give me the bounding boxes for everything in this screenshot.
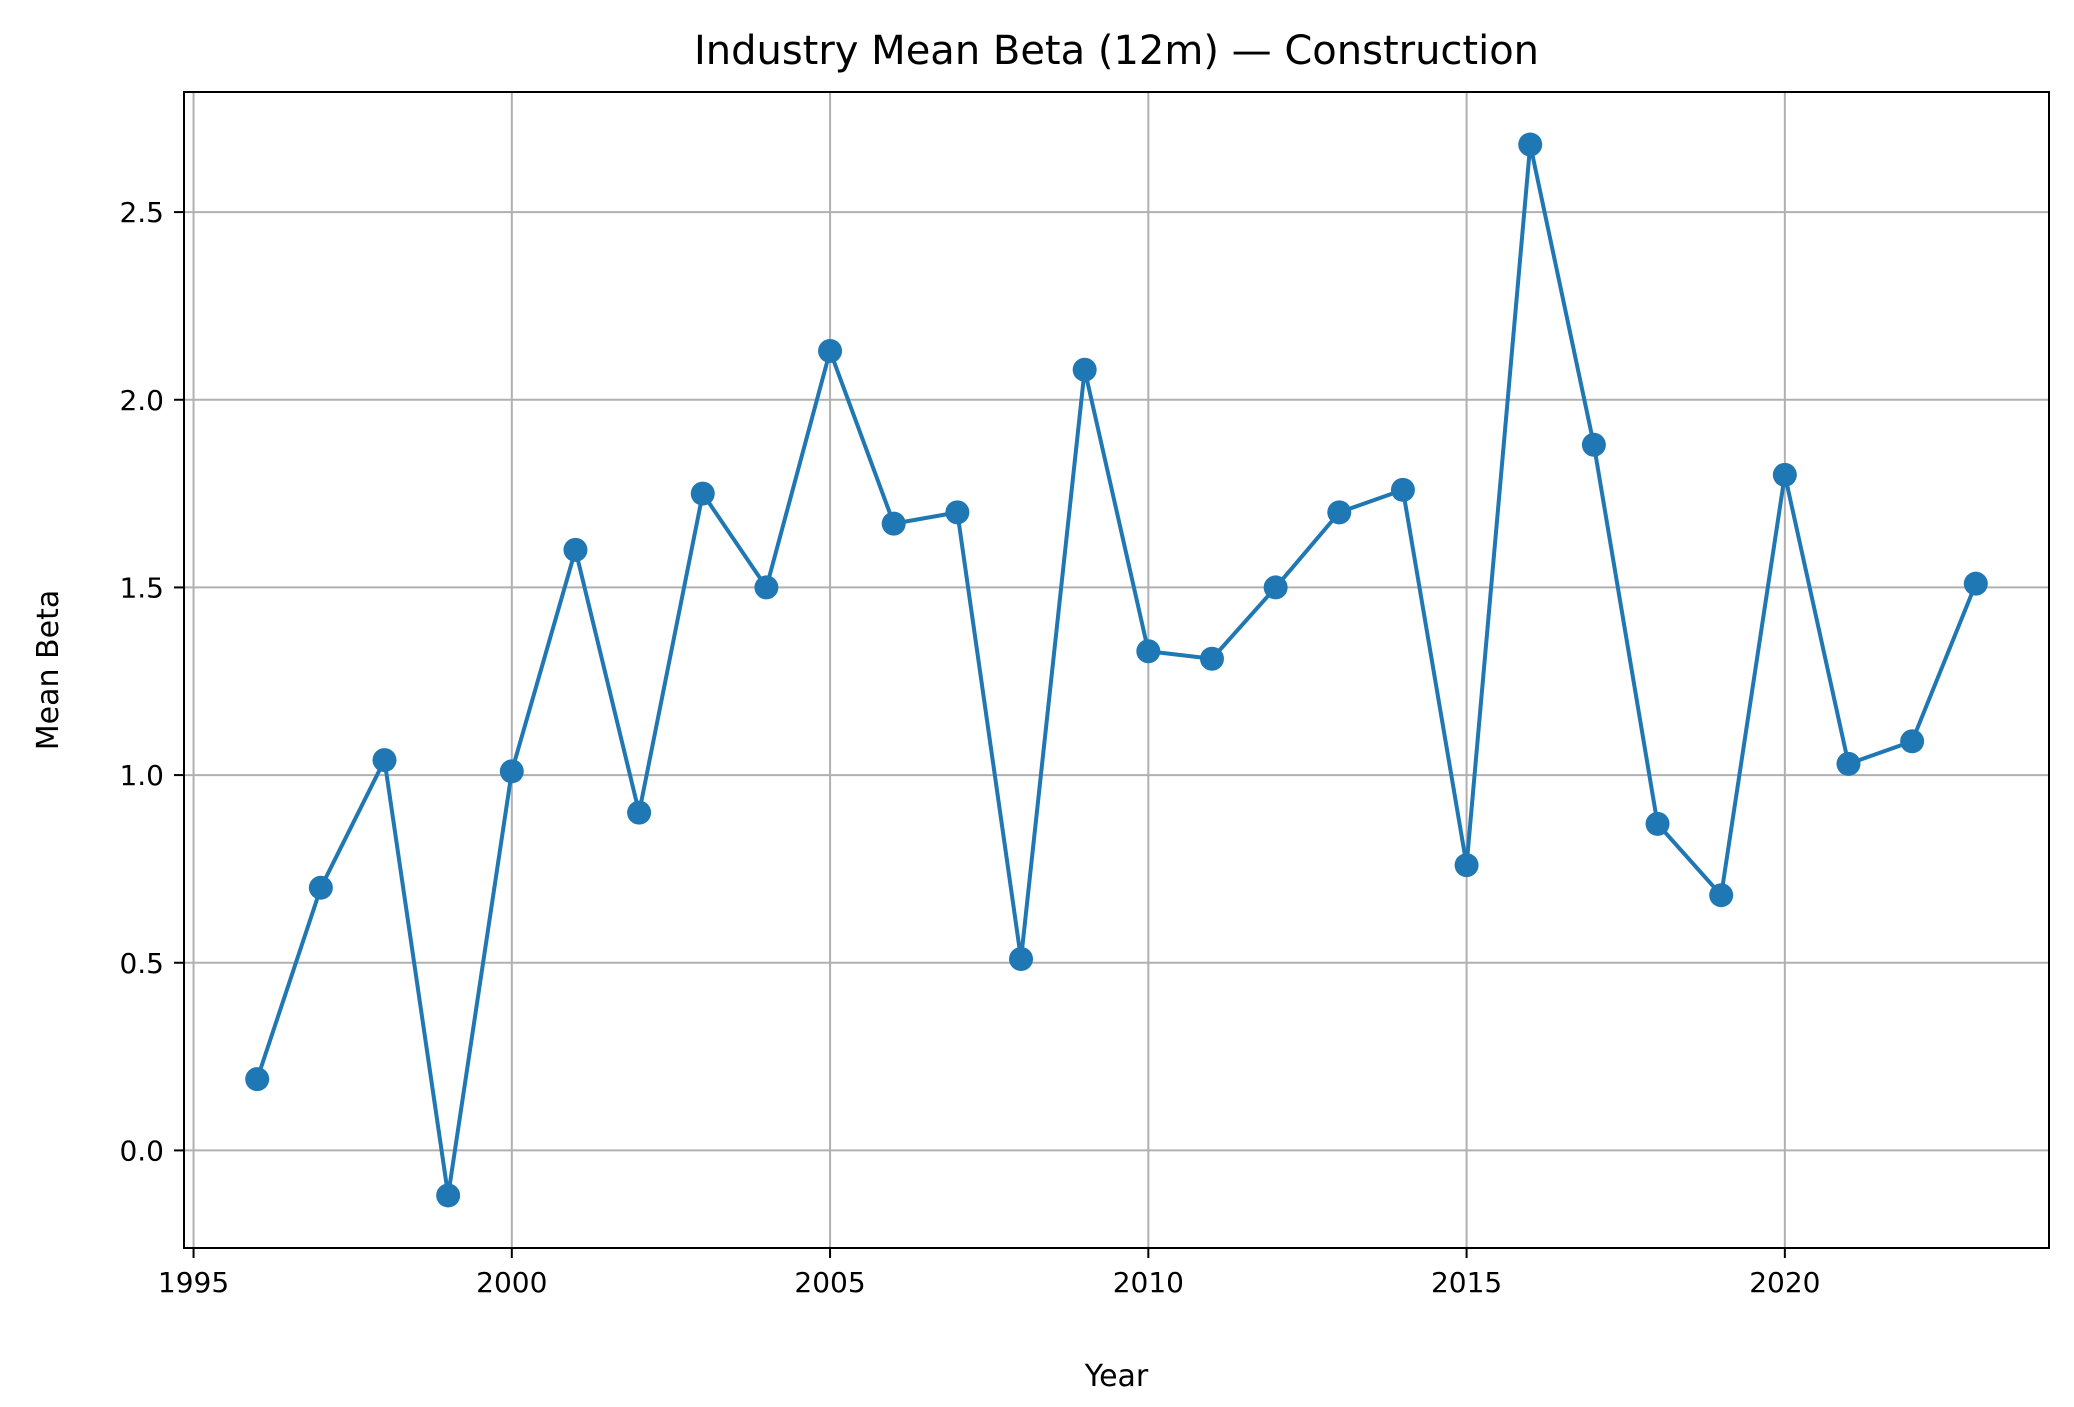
data-point <box>436 1183 461 1208</box>
data-point <box>499 759 524 784</box>
data-point <box>1263 575 1288 600</box>
data-point <box>1581 432 1606 457</box>
x-tick-label: 2020 <box>1749 1266 1820 1299</box>
data-point <box>563 537 588 562</box>
x-tick-label: 2015 <box>1431 1266 1502 1299</box>
data-point <box>1327 500 1352 525</box>
data-point <box>1009 947 1034 971</box>
data-point <box>1709 883 1734 908</box>
series-line-group <box>255 142 1978 1198</box>
data-point <box>1454 853 1479 878</box>
data-point <box>881 511 906 536</box>
data-point <box>1072 357 1097 382</box>
data-point <box>1518 132 1543 157</box>
x-tick-label: 1995 <box>158 1266 229 1299</box>
data-point <box>372 748 397 773</box>
data-point <box>1136 639 1161 664</box>
y-axis-ticks: 0.0 0.5 1.0 1.5 2.0 2.5 <box>119 196 184 1167</box>
y-tick-label: 0.5 <box>119 947 164 980</box>
data-point <box>308 875 333 900</box>
chart-title: Industry Mean Beta (12m) — Construction <box>694 28 1539 74</box>
y-tick-label: 0.0 <box>119 1134 164 1167</box>
x-tick-label: 2005 <box>794 1266 865 1299</box>
y-axis-label: Mean Beta <box>31 590 66 750</box>
data-point <box>1772 462 1797 487</box>
data-point <box>818 338 843 363</box>
x-axis-ticks: 1995 2000 2005 2010 2015 2020 <box>158 1248 1820 1299</box>
data-point <box>945 500 970 525</box>
data-point <box>245 1067 270 1092</box>
x-axis-label: Year <box>1084 1359 1149 1394</box>
plot-area-frame <box>183 91 2050 1249</box>
grid <box>184 92 2049 1248</box>
data-point <box>1836 751 1861 776</box>
data-points <box>245 132 1988 1208</box>
y-tick-label: 2.5 <box>119 196 164 229</box>
series-line <box>255 142 1978 1198</box>
data-point <box>1199 646 1224 671</box>
x-tick-label: 2010 <box>1113 1266 1184 1299</box>
x-tick-label: 2000 <box>476 1266 547 1299</box>
y-tick-label: 1.5 <box>119 571 164 604</box>
data-point <box>1645 811 1670 836</box>
data-point <box>690 481 715 506</box>
data-point <box>627 800 652 825</box>
data-point <box>1963 571 1988 596</box>
data-point <box>754 575 779 600</box>
data-point <box>1900 729 1925 754</box>
y-tick-label: 1.0 <box>119 759 164 792</box>
y-tick-label: 2.0 <box>119 384 164 417</box>
data-point <box>1390 477 1415 502</box>
